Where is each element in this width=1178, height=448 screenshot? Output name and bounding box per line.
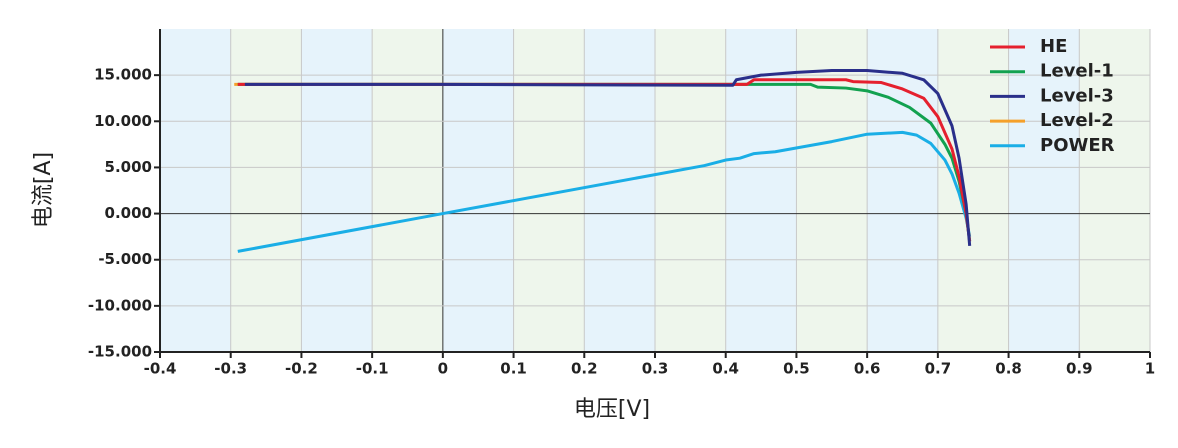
- y-axis-label: 电流[A]: [31, 152, 56, 228]
- background-band: [1008, 29, 1080, 352]
- x-tick-label: -0.1: [356, 360, 389, 378]
- x-tick-label: -0.3: [214, 360, 247, 378]
- x-tick-label: -0.4: [144, 360, 177, 378]
- legend-text: POWER: [1040, 135, 1115, 156]
- background-band: [867, 29, 938, 352]
- x-tick-label: 1: [1145, 360, 1155, 378]
- x-tick-label: 0.7: [925, 360, 952, 378]
- background-band: [442, 29, 514, 352]
- background-band: [725, 29, 797, 352]
- x-tick-label: 0.5: [783, 360, 810, 378]
- x-axis-label: 电压[V]: [574, 397, 650, 422]
- plot-background: [160, 29, 1150, 352]
- x-tick-label: 0.9: [1066, 360, 1093, 378]
- x-tick-label: 0.4: [712, 360, 739, 378]
- background-band: [1079, 29, 1150, 352]
- background-band: [796, 29, 868, 352]
- background-band: [584, 29, 655, 352]
- x-tick-label: 0.6: [854, 360, 881, 378]
- x-tick-label: 0.8: [995, 360, 1022, 378]
- x-tick-label: 0.2: [571, 360, 598, 378]
- background-band: [937, 29, 1009, 352]
- series-line: [244, 69, 972, 246]
- legend-text: Level-3: [1040, 85, 1114, 106]
- y-tick-label: 15.000: [94, 66, 152, 84]
- y-tick-label: 10.000: [94, 112, 152, 130]
- y-tick-label: -15.000: [88, 343, 152, 361]
- series-line: [237, 130, 972, 253]
- x-tick-label: -0.2: [285, 360, 318, 378]
- x-tick-label: 0.1: [500, 360, 527, 378]
- legend-text: HE: [1040, 36, 1067, 57]
- y-tick-label: -10.000: [88, 296, 152, 314]
- legend-text: Level-1: [1040, 61, 1114, 82]
- series-line: [237, 78, 972, 242]
- y-tick-label: -5.000: [98, 250, 152, 268]
- y-tick-label: 5.000: [105, 158, 152, 176]
- background-band: [230, 29, 302, 352]
- series-line: [237, 82, 972, 242]
- background-band: [372, 29, 443, 352]
- background-band: [160, 29, 231, 352]
- background-band: [301, 29, 373, 352]
- y-tick-label: 0.000: [105, 204, 152, 222]
- legend-text: Level-2: [1040, 110, 1114, 131]
- x-tick-label: 0.3: [642, 360, 669, 378]
- x-tick-label: 0: [438, 360, 448, 378]
- background-band: [655, 29, 726, 352]
